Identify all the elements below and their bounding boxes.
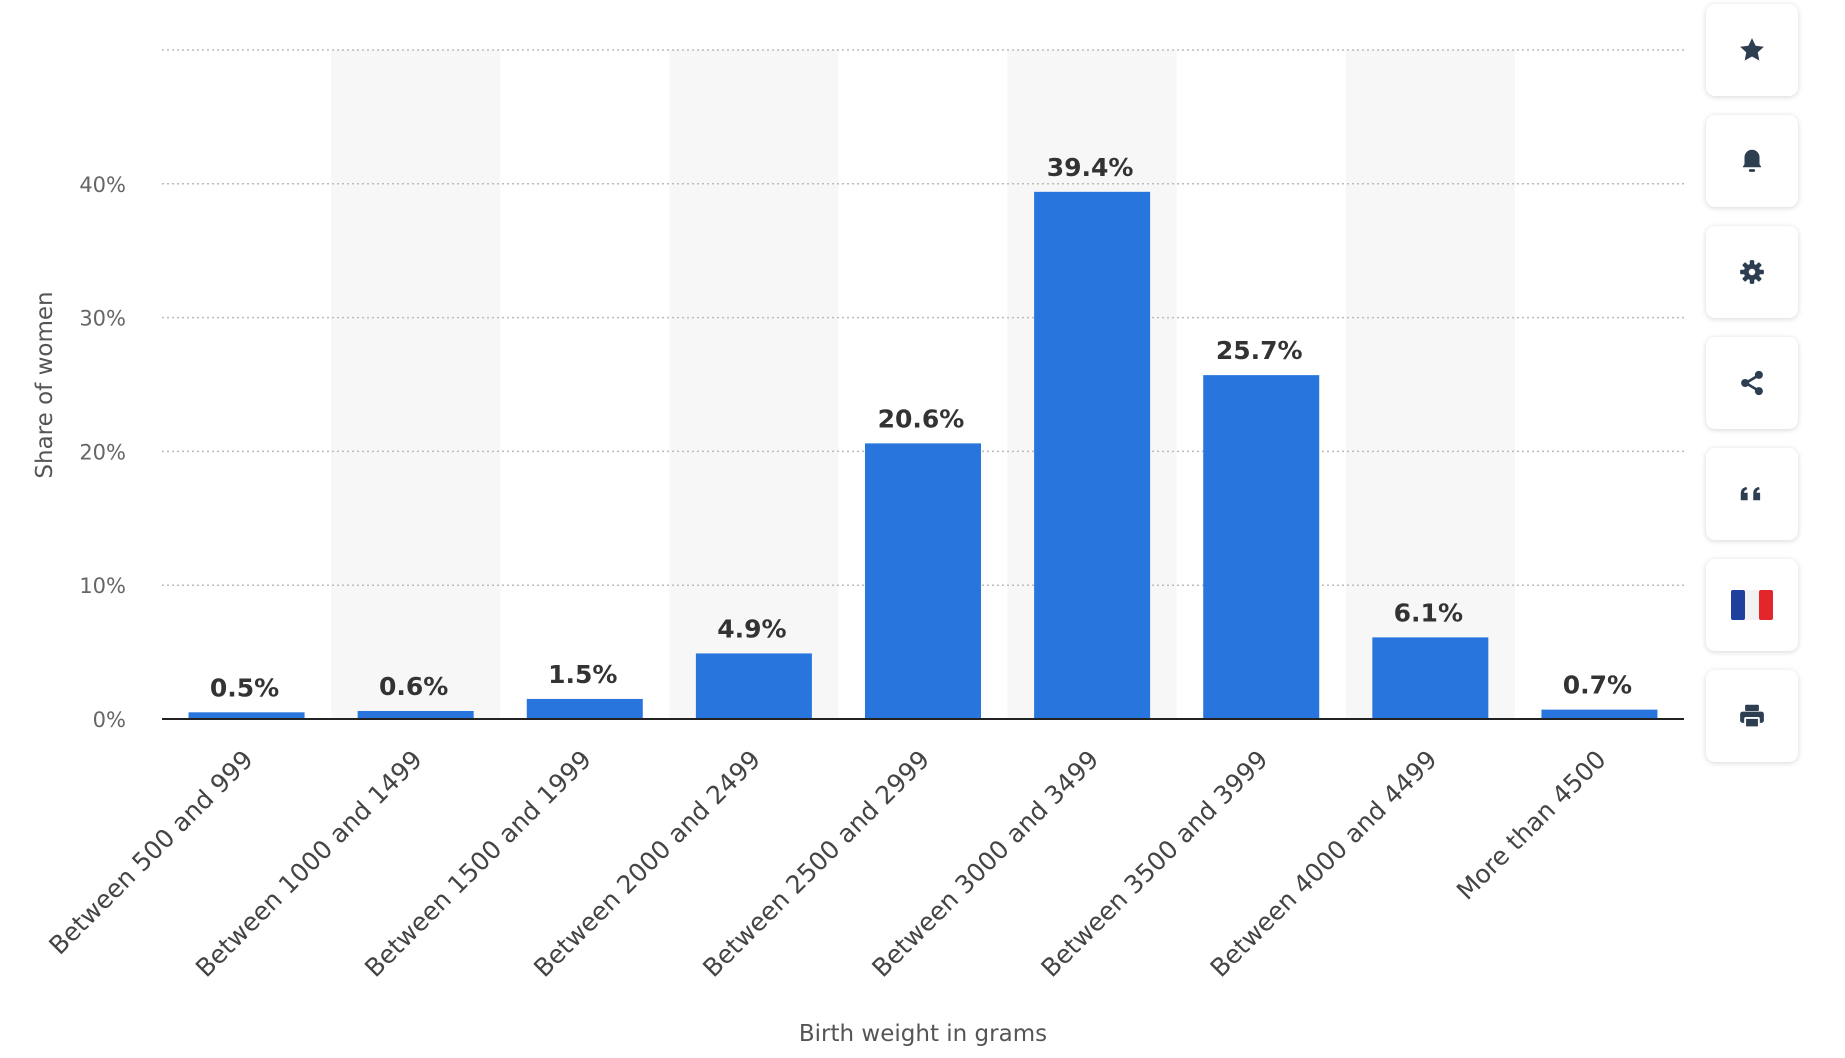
value-label: 0.5% (210, 673, 279, 702)
x-axis-title: Birth weight in grams (799, 1021, 1047, 1047)
category-band (331, 50, 501, 719)
value-label: 1.5% (548, 660, 617, 689)
share-icon (1741, 370, 1763, 396)
bell-icon (1742, 149, 1762, 172)
bar (1034, 191, 1151, 719)
favorite-button[interactable] (1706, 4, 1798, 96)
bar (695, 653, 812, 719)
value-labels: 0.5% 0.6% 1.5% 4.9% 20.6% 39.4% 25.7% 6.1% 0.7% (210, 153, 1632, 702)
category-band (1345, 50, 1515, 719)
y-tick-label: 20% (79, 440, 126, 464)
y-tick-label: 0% (93, 708, 126, 732)
notification-button[interactable] (1706, 115, 1798, 207)
y-tick-label: 40% (79, 173, 126, 197)
bar (1541, 709, 1658, 719)
bar (865, 443, 981, 719)
bar (526, 698, 643, 719)
x-category-label: More than 4500 (1451, 745, 1612, 906)
bar (357, 710, 474, 719)
bar-chart: 0% 10% 20% 30% 40% 0.5% 0.6% 1.5% 4.9% 20.6% 39.4… (32, 49, 1684, 1047)
bars (188, 191, 1658, 719)
cite-button[interactable] (1706, 448, 1798, 540)
bar (1372, 637, 1489, 719)
bar (1203, 375, 1320, 719)
y-tick-label: 10% (79, 574, 126, 598)
bar (188, 712, 305, 719)
chart-toolbar (1706, 4, 1798, 781)
value-label: 39.4% (1047, 153, 1134, 182)
settings-button[interactable] (1706, 226, 1798, 318)
value-label: 4.9% (717, 614, 786, 643)
print-icon (1740, 704, 1764, 729)
french-flag-icon (1731, 590, 1773, 620)
language-button[interactable] (1706, 559, 1798, 651)
y-axis-ticks: 0% 10% 20% 30% 40% (79, 173, 126, 732)
value-label: 20.6% (878, 404, 965, 433)
y-axis-title: Share of women (32, 291, 58, 478)
value-label: 0.6% (379, 672, 448, 701)
gear-icon (1740, 260, 1764, 284)
star-icon (1740, 38, 1764, 61)
share-button[interactable] (1706, 337, 1798, 429)
value-label: 6.1% (1394, 598, 1463, 627)
value-label: 0.7% (1563, 671, 1632, 700)
chart-svg: 0% 10% 20% 30% 40% 0.5% 0.6% 1.5% 4.9% 20.6% 39.4… (32, 49, 1684, 1047)
value-label: 25.7% (1216, 336, 1303, 365)
print-button[interactable] (1706, 670, 1798, 762)
quote-icon (1740, 487, 1761, 501)
y-tick-label: 30% (79, 307, 126, 331)
category-band (669, 50, 839, 719)
